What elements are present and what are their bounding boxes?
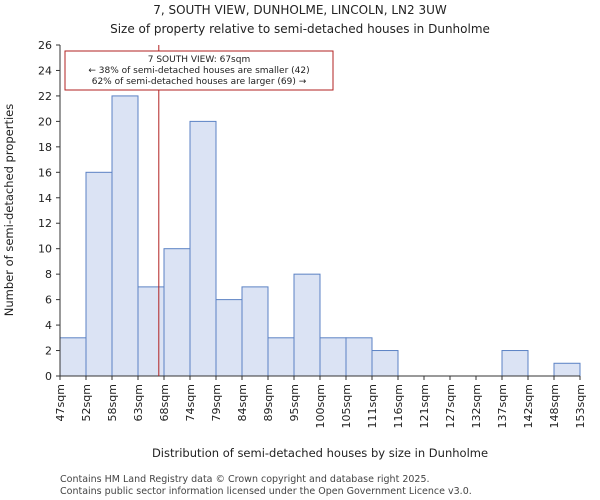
- x-tick-label: 111sqm: [366, 384, 379, 428]
- bar-68sqm: [163, 248, 191, 377]
- y-tick-label: 12: [38, 217, 52, 230]
- annotation-line-2: ← 38% of semi-detached houses are smalle…: [88, 66, 309, 76]
- x-tick-label: 84sqm: [236, 384, 249, 421]
- x-tick-label: 95sqm: [288, 384, 301, 421]
- x-tick-label: 52sqm: [80, 384, 93, 421]
- y-tick-label: 10: [38, 243, 52, 256]
- x-tick-label: 132sqm: [470, 384, 483, 428]
- y-tick-label: 0: [45, 370, 52, 383]
- bar-84sqm: [241, 286, 269, 377]
- bar-63sqm: [137, 286, 165, 377]
- bar-111sqm: [371, 350, 399, 377]
- bar-74sqm: [189, 120, 217, 377]
- bar-95sqm: [293, 273, 321, 377]
- y-tick-label: 4: [45, 319, 52, 332]
- y-tick-label: 14: [38, 192, 52, 205]
- bar-148sqm: [553, 362, 581, 377]
- bar-47sqm: [59, 337, 87, 377]
- x-axis-label: Distribution of semi-detached houses by …: [152, 446, 488, 460]
- x-tick-label: 121sqm: [418, 384, 431, 428]
- x-ticks-group: 47sqm 52sqm 58sqm 63sqm 68sqm 74sqm 79sqm 84sqm…: [54, 376, 587, 428]
- x-tick-label: 148sqm: [548, 384, 561, 428]
- x-tick-label: 142sqm: [522, 384, 535, 428]
- bar-58sqm: [111, 95, 139, 377]
- x-tick-label: 153sqm: [574, 384, 587, 428]
- annotation-box: 7 SOUTH VIEW: 67sqm ← 38% of semi-detach…: [64, 50, 334, 91]
- x-tick-label: 74sqm: [184, 384, 197, 421]
- x-tick-label: 63sqm: [132, 384, 145, 421]
- x-tick-label: 68sqm: [158, 384, 171, 421]
- y-tick-label: 24: [38, 64, 52, 77]
- x-tick-label: 105sqm: [340, 384, 353, 428]
- x-tick-label: 47sqm: [54, 384, 67, 421]
- x-tick-label: 116sqm: [392, 384, 405, 428]
- chart-subtitle: Size of property relative to semi-detach…: [110, 22, 490, 36]
- annotation-line-1: 7 SOUTH VIEW: 67sqm: [148, 55, 250, 65]
- bars-group: [59, 95, 581, 377]
- bar-137sqm: [501, 350, 529, 377]
- x-tick-label: 100sqm: [314, 384, 327, 428]
- y-tick-label: 8: [45, 268, 52, 281]
- chart-title: 7, SOUTH VIEW, DUNHOLME, LINCOLN, LN2 3U…: [153, 3, 447, 17]
- bar-79sqm: [215, 299, 243, 377]
- annotation-border: [64, 50, 334, 91]
- y-tick-label: 16: [38, 166, 52, 179]
- x-tick-label: 58sqm: [106, 384, 119, 421]
- bar-100sqm: [319, 337, 347, 377]
- y-tick-label: 20: [38, 115, 52, 128]
- y-axis-label: Number of semi-detached properties: [2, 104, 16, 316]
- y-tick-label: 18: [38, 141, 52, 154]
- y-tick-label: 2: [45, 345, 52, 358]
- annotation-line-3: 62% of semi-detached houses are larger (…: [92, 77, 307, 87]
- y-tick-label: 6: [45, 294, 52, 307]
- bar-52sqm: [85, 171, 113, 377]
- x-tick-label: 89sqm: [262, 384, 275, 421]
- x-tick-label: 79sqm: [210, 384, 223, 421]
- y-tick-label: 22: [38, 90, 52, 103]
- bar-105sqm: [345, 337, 373, 377]
- footer-line-1: Contains HM Land Registry data © Crown c…: [60, 474, 430, 485]
- footer-line-2: Contains public sector information licen…: [60, 486, 472, 497]
- x-tick-label: 137sqm: [496, 384, 509, 428]
- y-tick-label: 26: [38, 39, 52, 52]
- bar-89sqm: [267, 337, 295, 377]
- x-tick-label: 127sqm: [444, 384, 457, 428]
